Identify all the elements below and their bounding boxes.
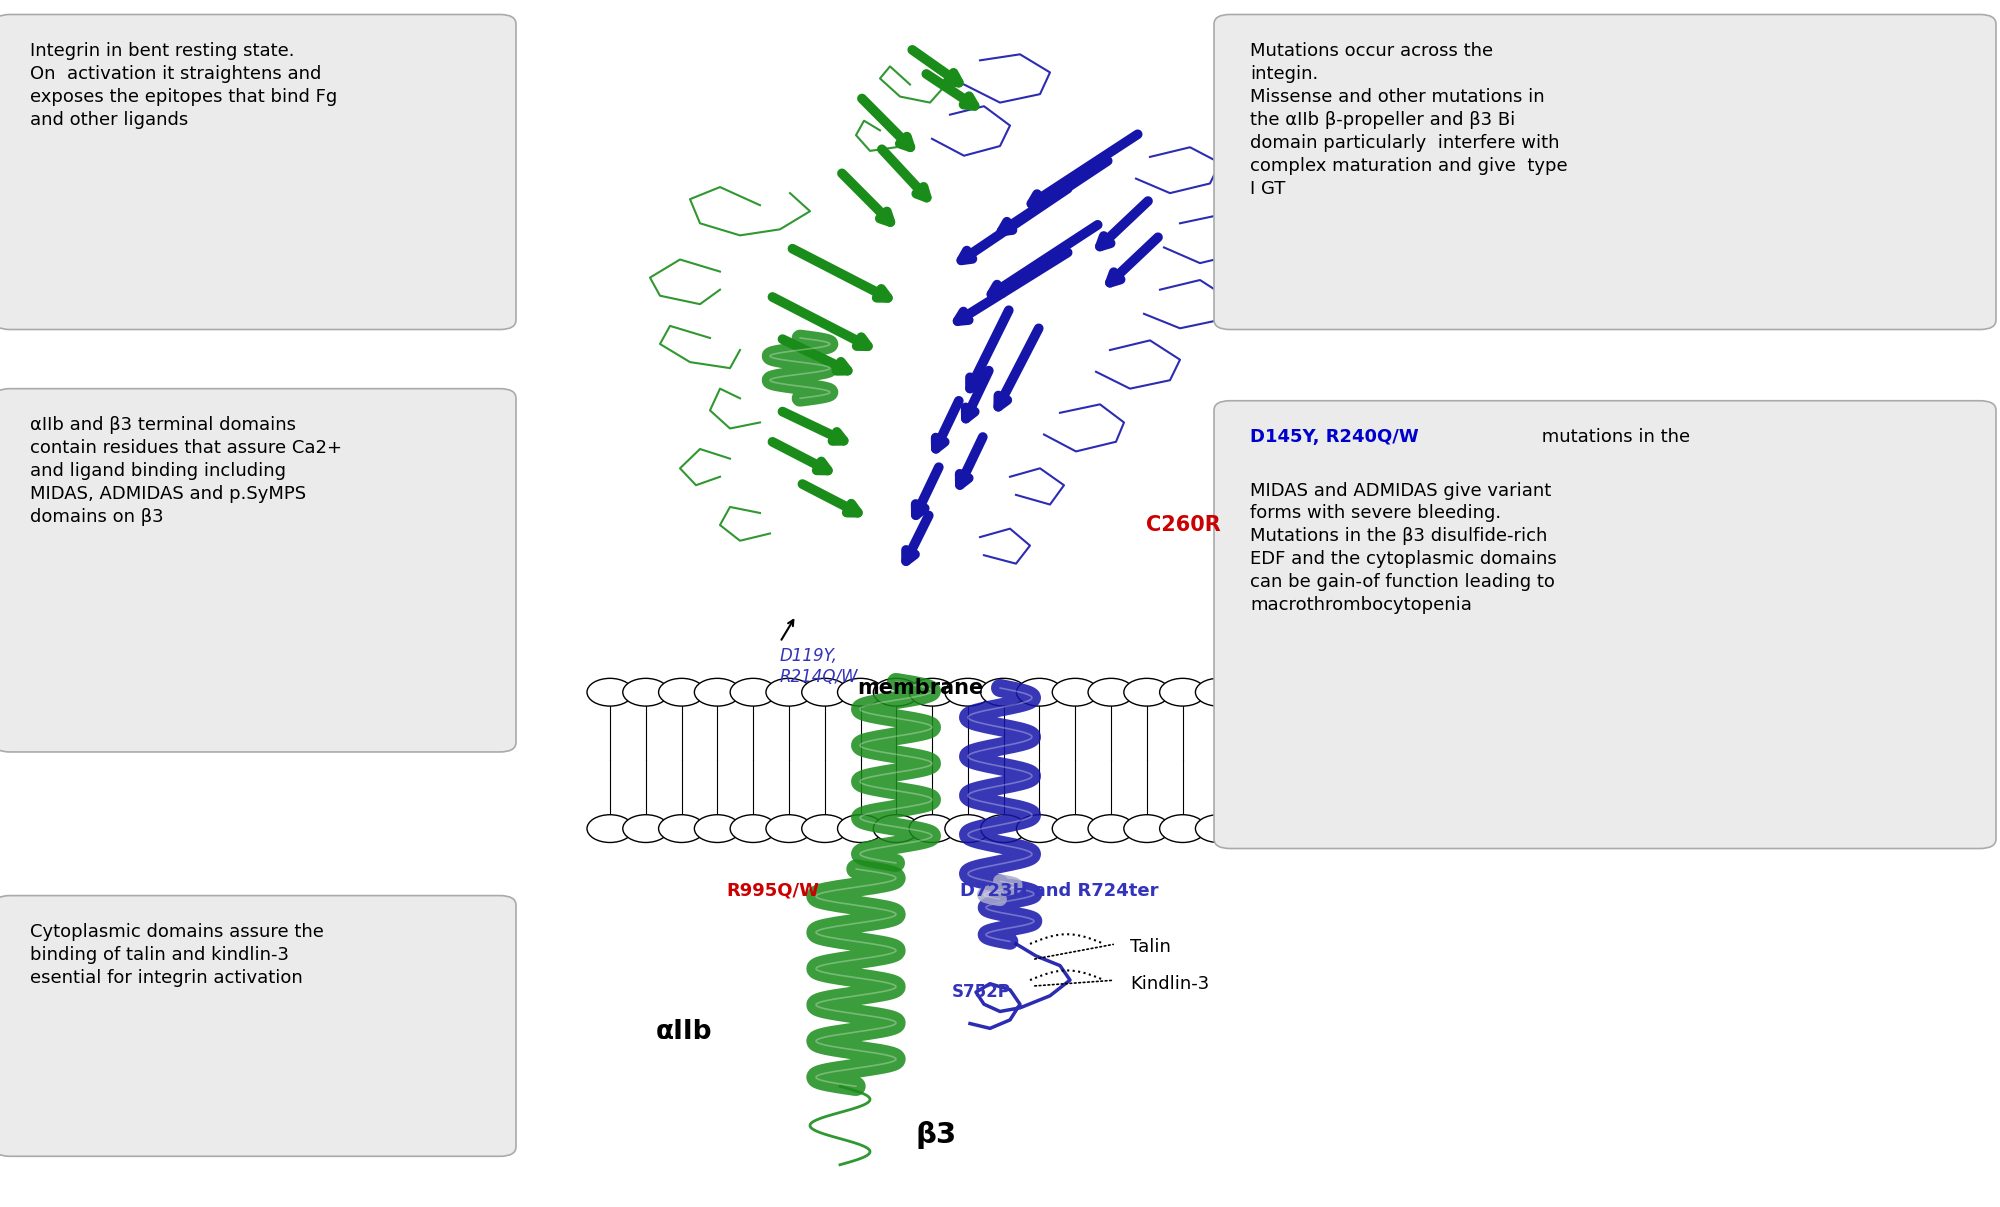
FancyBboxPatch shape: [0, 389, 516, 752]
Circle shape: [944, 678, 990, 706]
Text: MIDAS and ADMIDAS give variant
forms with severe bleeding.
Mutations in the β3 d: MIDAS and ADMIDAS give variant forms wit…: [1250, 482, 1556, 614]
Circle shape: [874, 815, 920, 842]
Circle shape: [944, 815, 990, 842]
Text: β3: β3: [916, 1120, 956, 1149]
Circle shape: [658, 678, 704, 706]
Circle shape: [588, 815, 632, 842]
Text: S752P: S752P: [952, 984, 1010, 1001]
Text: Integrin in bent resting state.
On  activation it straightens and
exposes the ep: Integrin in bent resting state. On activ…: [30, 42, 338, 129]
Circle shape: [980, 678, 1026, 706]
Circle shape: [1160, 678, 1206, 706]
Text: αIIb and β3 terminal domains
contain residues that assure Ca2+
and ligand bindin: αIIb and β3 terminal domains contain res…: [30, 416, 342, 526]
Circle shape: [1196, 678, 1242, 706]
Text: αIIb: αIIb: [656, 1019, 712, 1045]
Text: mutations in the: mutations in the: [1536, 428, 1690, 447]
Circle shape: [588, 678, 632, 706]
Text: D145Y, R240Q/W: D145Y, R240Q/W: [1250, 428, 1418, 447]
Circle shape: [622, 678, 668, 706]
Circle shape: [658, 815, 704, 842]
Circle shape: [980, 815, 1026, 842]
FancyBboxPatch shape: [1214, 401, 1996, 849]
Circle shape: [1232, 678, 1278, 706]
Text: D119Y,
R214Q/W: D119Y, R214Q/W: [780, 647, 858, 686]
Circle shape: [694, 815, 740, 842]
Text: D723H and R724ter: D723H and R724ter: [960, 882, 1158, 899]
Circle shape: [874, 678, 920, 706]
Circle shape: [730, 815, 776, 842]
Text: Kindlin-3: Kindlin-3: [1130, 975, 1210, 992]
Circle shape: [1268, 678, 1312, 706]
Circle shape: [1088, 678, 1134, 706]
Circle shape: [694, 678, 740, 706]
Text: C260R: C260R: [1146, 515, 1220, 535]
Circle shape: [622, 815, 668, 842]
FancyBboxPatch shape: [0, 896, 516, 1156]
Circle shape: [1232, 815, 1278, 842]
Circle shape: [766, 815, 812, 842]
Circle shape: [1016, 678, 1062, 706]
Text: R995Q/W: R995Q/W: [726, 882, 820, 899]
Circle shape: [1052, 678, 1098, 706]
Circle shape: [1088, 815, 1134, 842]
Circle shape: [802, 678, 848, 706]
Circle shape: [802, 815, 848, 842]
Circle shape: [1052, 815, 1098, 842]
Circle shape: [838, 678, 884, 706]
Text: Talin: Talin: [1130, 939, 1170, 956]
Circle shape: [766, 678, 812, 706]
Circle shape: [1268, 815, 1312, 842]
Circle shape: [1124, 678, 1170, 706]
Circle shape: [1124, 815, 1170, 842]
Circle shape: [730, 678, 776, 706]
Text: Cytoplasmic domains assure the
binding of talin and kindlin-3
esential for integ: Cytoplasmic domains assure the binding o…: [30, 923, 324, 987]
FancyBboxPatch shape: [0, 14, 516, 330]
FancyBboxPatch shape: [1214, 14, 1996, 330]
Text: Mutations occur across the
integin.
Missense and other mutations in
the αIIb β-p: Mutations occur across the integin. Miss…: [1250, 42, 1568, 198]
Circle shape: [838, 815, 884, 842]
Text: membrane: membrane: [856, 678, 984, 698]
Circle shape: [1016, 815, 1062, 842]
Circle shape: [910, 815, 956, 842]
Circle shape: [1160, 815, 1206, 842]
Circle shape: [1196, 815, 1242, 842]
Circle shape: [910, 678, 956, 706]
